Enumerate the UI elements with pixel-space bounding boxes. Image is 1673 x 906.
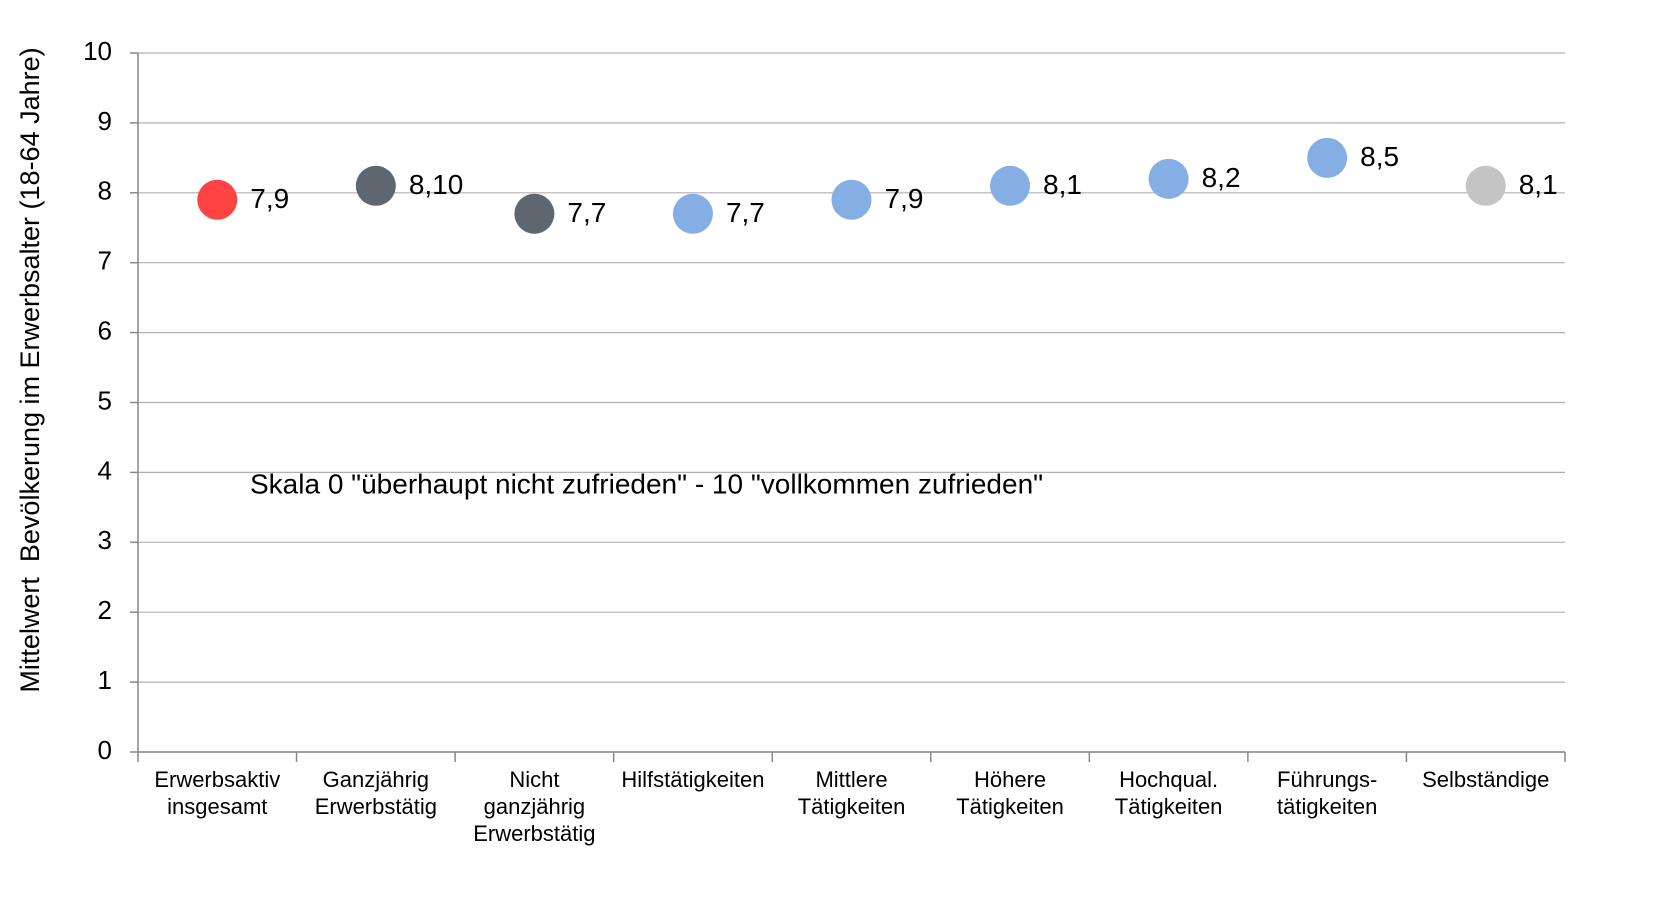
dot xyxy=(1148,158,1189,199)
value-label: 8,1 xyxy=(1043,169,1082,200)
x-tick-label: Höhere Tätigkeiten xyxy=(956,767,1064,819)
dot xyxy=(1465,165,1506,206)
value-label: 8,1 xyxy=(1519,169,1558,200)
value-label: 7,9 xyxy=(250,183,289,214)
y-axis-label: Mittelwert Bevölkerung im Erwerbsalter (… xyxy=(15,47,45,692)
dot xyxy=(831,179,872,220)
value-label: 7,9 xyxy=(885,183,924,214)
x-tick-label: Mittlere Tätigkeiten xyxy=(798,767,906,819)
dot xyxy=(197,179,238,220)
dot xyxy=(355,165,396,206)
x-tick-label: Führungs-tätigkeiten xyxy=(1277,767,1377,819)
y-tick-label: 3 xyxy=(98,525,112,555)
annotation: Skala 0 "überhaupt nicht zufrieden" - 10… xyxy=(250,468,1043,499)
y-tick-label: 4 xyxy=(98,455,112,485)
x-tick-label: Ganzjährig Erwerbstätig xyxy=(315,767,437,819)
x-tick-label: Selbständige xyxy=(1422,767,1549,792)
y-tick-label: 6 xyxy=(98,315,112,345)
y-tick-label: 8 xyxy=(98,176,112,206)
value-label: 8,2 xyxy=(1202,162,1241,193)
y-tick-label: 10 xyxy=(83,36,112,66)
dot xyxy=(990,165,1031,206)
x-tick-label: Erwerbsaktiv insgesamt xyxy=(154,767,280,819)
y-tick-label: 9 xyxy=(98,106,112,136)
x-tick-label: Nicht ganzjährig Erwerbstätig xyxy=(473,767,595,846)
y-tick-label: 5 xyxy=(98,385,112,415)
value-label: 8,10 xyxy=(409,169,464,200)
dot xyxy=(672,193,713,234)
y-tick-label: 0 xyxy=(98,735,112,765)
value-label: 7,7 xyxy=(726,197,765,228)
dot xyxy=(514,193,555,234)
y-tick-label: 7 xyxy=(98,246,112,276)
value-label: 8,5 xyxy=(1360,141,1399,172)
x-tick-label: Hochqual. Tätigkeiten xyxy=(1115,767,1223,819)
x-tick-label: Hilfstätigkeiten xyxy=(621,767,764,792)
value-label: 7,7 xyxy=(567,197,606,228)
y-tick-label: 2 xyxy=(98,595,112,625)
y-tick-label: 1 xyxy=(98,665,112,695)
dot xyxy=(1307,137,1348,178)
